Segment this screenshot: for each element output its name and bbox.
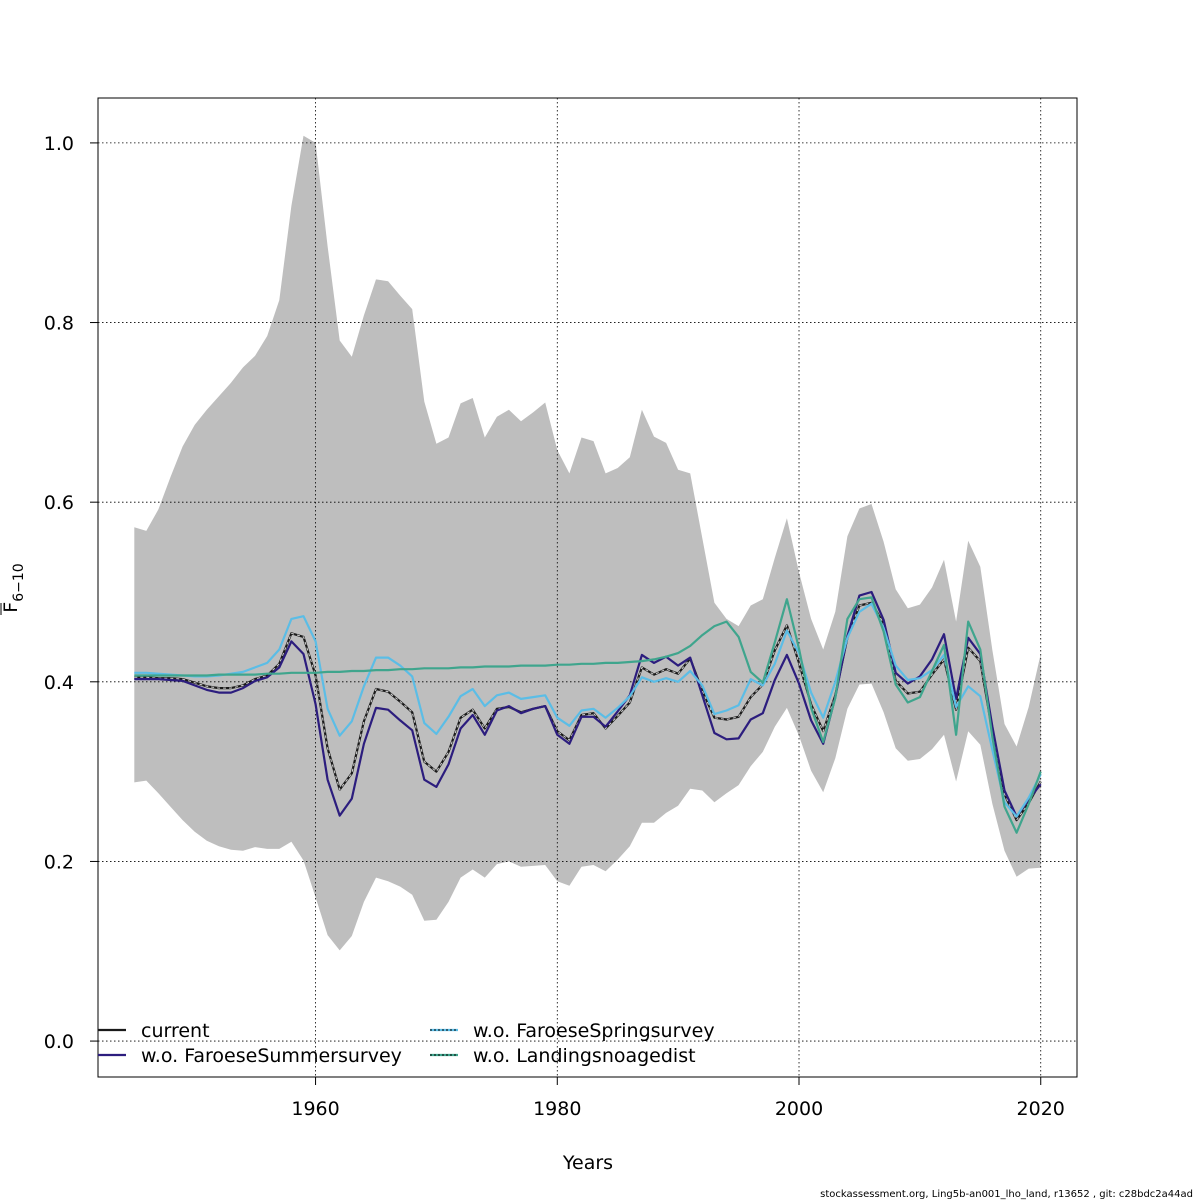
series-layer <box>134 590 1042 834</box>
series-line-3 <box>134 602 1042 818</box>
x-tick-label: 1960 <box>291 1098 339 1120</box>
legend: current w.o. FaroeseSummersurvey w.o. Faro… <box>98 1020 715 1067</box>
legend-label-4: w.o. Landingsnoagedist <box>473 1045 696 1067</box>
svg-text:F6−10: F6−10 <box>0 563 27 612</box>
x-tick-label: 2000 <box>775 1098 823 1120</box>
confidence-band <box>134 135 1041 951</box>
confidence-band-layer <box>134 135 1041 951</box>
x-tick-label: 2020 <box>1017 1098 1065 1120</box>
x-axis-title: Years <box>562 1152 613 1174</box>
series-line-4 <box>134 596 1042 834</box>
y-axis-title-subscript: 6−10 <box>11 563 27 601</box>
footer-credit: stockassessment.org, Ling5b-an001_lho_la… <box>820 1189 1193 1200</box>
y-axis-title-main: F <box>0 602 22 613</box>
axes-layer: 1960 1980 2000 2020 0.0 0.2 0.4 0.6 0.8 1.0 <box>44 97 1078 1120</box>
y-tick-label: 0.4 <box>44 672 74 694</box>
x-tick-label: 1980 <box>533 1098 581 1120</box>
grid-layer <box>98 98 1077 1077</box>
legend-label-2: w.o. FaroeseSummersurvey <box>141 1045 402 1067</box>
y-tick-label: 0.8 <box>44 313 74 335</box>
series-line-1-dash-overlay <box>134 602 1042 822</box>
y-tick-label: 1.0 <box>44 133 74 155</box>
legend-label-1: current <box>141 1020 210 1042</box>
plot-frame <box>97 97 1078 1078</box>
y-tick-label: 0.2 <box>44 851 74 873</box>
y-tick-label: 0.0 <box>44 1031 74 1053</box>
legend-label-3: w.o. FaroeseSpringsurvey <box>473 1020 715 1042</box>
y-axis-title: F6−10 <box>0 563 27 612</box>
y-tick-label: 0.6 <box>44 492 74 514</box>
